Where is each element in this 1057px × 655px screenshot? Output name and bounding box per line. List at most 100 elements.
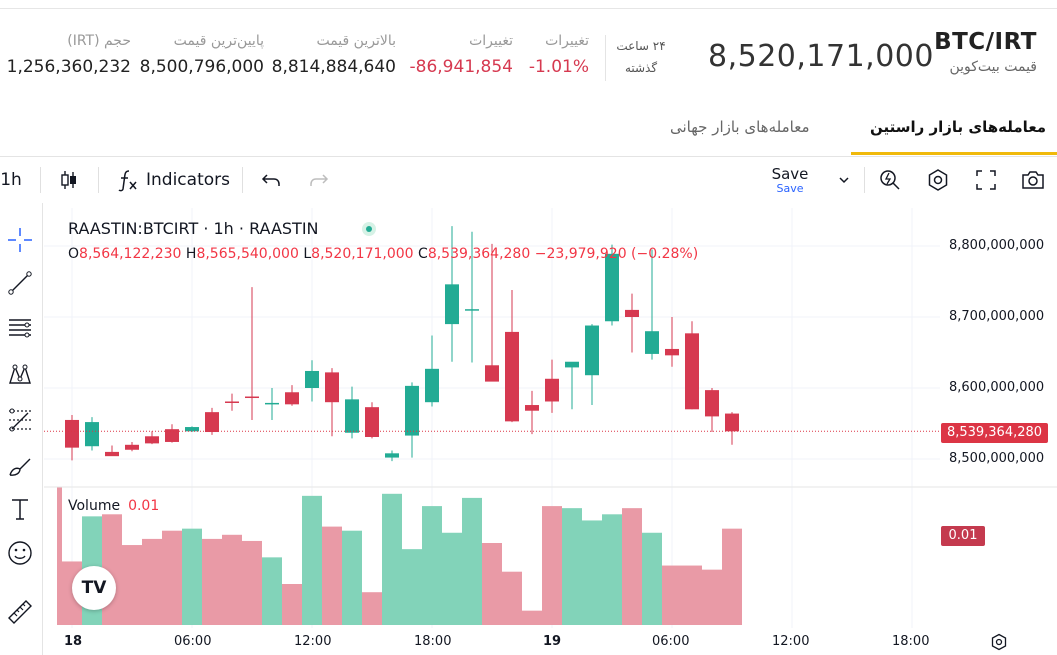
time-axis-label: 18:00 (892, 634, 930, 649)
time-axis-label: 12:00 (294, 634, 332, 649)
settings-icon[interactable] (924, 166, 952, 194)
trend-line-icon[interactable] (4, 267, 36, 299)
tradingview-logo[interactable]: TV (72, 566, 116, 610)
volume-bar (522, 610, 542, 625)
stat-value: 8,814,884,640 (271, 57, 396, 77)
candle-body (245, 396, 259, 399)
candle-body (645, 331, 659, 354)
text-icon[interactable] (4, 493, 36, 525)
candle-body (705, 390, 719, 417)
volume-bar (582, 520, 602, 625)
market-tabs: معامله‌های بازار راستین معامله‌های بازار… (0, 100, 1057, 157)
axis-settings-icon[interactable] (990, 633, 1008, 655)
time-axis-label: 12:00 (772, 634, 810, 649)
save-button[interactable]: Save Save (768, 165, 812, 195)
candle-body (285, 392, 299, 405)
time-axis-label: 18 (64, 634, 83, 649)
volume-bar (542, 506, 562, 625)
volume-bar (682, 565, 702, 625)
stat-label: پایین‌ترین قیمت (173, 33, 264, 49)
open-label: O (68, 246, 80, 262)
stat-label: تغییرات (545, 33, 589, 49)
volume-bar (262, 557, 282, 625)
undo-icon[interactable] (258, 167, 284, 193)
redo-icon[interactable] (306, 167, 332, 193)
candle-body (125, 444, 139, 450)
tab-raastin-trades[interactable]: معامله‌های بازار راستین (870, 118, 1047, 136)
tab-global-trades[interactable]: معامله‌های بازار جهانی (670, 118, 810, 136)
candle-body (565, 361, 579, 368)
candle-body (305, 370, 319, 388)
period-label: ۲۴ ساعت گذشته (612, 35, 670, 79)
volume-bar (202, 538, 222, 625)
volume-bar (182, 528, 202, 625)
volume-bar (482, 543, 502, 625)
candle-body (505, 331, 519, 422)
close-value: 8,539,364,280 (427, 246, 531, 262)
candle-body (185, 427, 199, 432)
candle-body (145, 436, 159, 444)
stat-value: 1,256,360,232 (6, 57, 131, 77)
volume-bar (382, 493, 402, 625)
candle-body (165, 429, 179, 442)
low-label: L (303, 246, 312, 262)
chart-toolbar: 1h Indicators Save Save (0, 157, 1057, 202)
candle-body (425, 368, 439, 403)
volume-bar (282, 584, 302, 625)
interval-button[interactable]: 1h (0, 170, 22, 190)
volume-bar (142, 538, 162, 625)
period-line-1: ۲۴ ساعت (616, 39, 666, 53)
fullscreen-icon[interactable] (972, 166, 1000, 194)
brush-icon[interactable] (4, 451, 36, 483)
candle-body (345, 399, 359, 433)
candle-body (365, 407, 379, 437)
last-price-tag: 8,539,364,280 (941, 423, 1048, 443)
candle-body (525, 405, 539, 411)
drawing-toolbar (0, 203, 43, 655)
active-tab-indicator (851, 152, 1057, 155)
stat-low: پایین‌ترین قیمت 8,500,796,000 (140, 33, 264, 77)
high-label: H (185, 246, 197, 262)
toolbar-divider (98, 167, 99, 193)
candle-body (465, 309, 479, 311)
candle-body (325, 372, 339, 403)
top-border (0, 8, 1057, 9)
low-value: 8,520,171,000 (311, 246, 414, 262)
volume-legend: Volume 0.01 (68, 498, 159, 514)
function-icon[interactable] (114, 167, 140, 193)
candles-icon[interactable] (56, 167, 82, 193)
candle-body (545, 378, 559, 402)
stat-value: -1.01% (528, 57, 589, 77)
crosshair-icon[interactable] (4, 224, 36, 256)
volume-bar (362, 592, 382, 625)
chevron-down-icon[interactable] (834, 169, 854, 191)
pair-symbol: BTC/IRT (934, 29, 1037, 55)
change-value: −23,979,920 (−0.28%) (534, 246, 699, 262)
camera-icon[interactable] (1018, 166, 1048, 194)
stat-label: حجم (IRT) (67, 33, 131, 49)
time-axis-label: 18:00 (414, 634, 452, 649)
volume-value: 0.01 (128, 498, 160, 514)
toolbar-divider (242, 167, 243, 193)
candle-body (585, 325, 599, 376)
candle-body (205, 412, 219, 433)
volume-label: Volume (68, 498, 121, 514)
save-sublabel: Save (776, 182, 804, 195)
quick-search-icon[interactable] (876, 166, 904, 194)
forecast-icon[interactable] (4, 403, 36, 435)
volume-series (57, 487, 742, 625)
price-axis-label: 8,800,000,000 (949, 238, 1045, 253)
candle-body (65, 419, 79, 448)
save-label: Save (771, 165, 809, 183)
last-price: 8,520,171,000 (708, 39, 934, 74)
chart-grid (44, 208, 940, 628)
indicators-button[interactable]: Indicators (146, 170, 230, 190)
horizontal-lines-icon[interactable] (4, 311, 36, 343)
ruler-icon[interactable] (4, 596, 36, 628)
candle-body (85, 422, 99, 447)
high-value: 8,565,540,000 (196, 246, 299, 262)
stat-change-amount: تغییرات -86,941,854 (410, 33, 513, 77)
emoji-icon[interactable] (4, 537, 36, 569)
pattern-icon[interactable] (4, 359, 36, 391)
time-axis-label: 06:00 (652, 634, 690, 649)
